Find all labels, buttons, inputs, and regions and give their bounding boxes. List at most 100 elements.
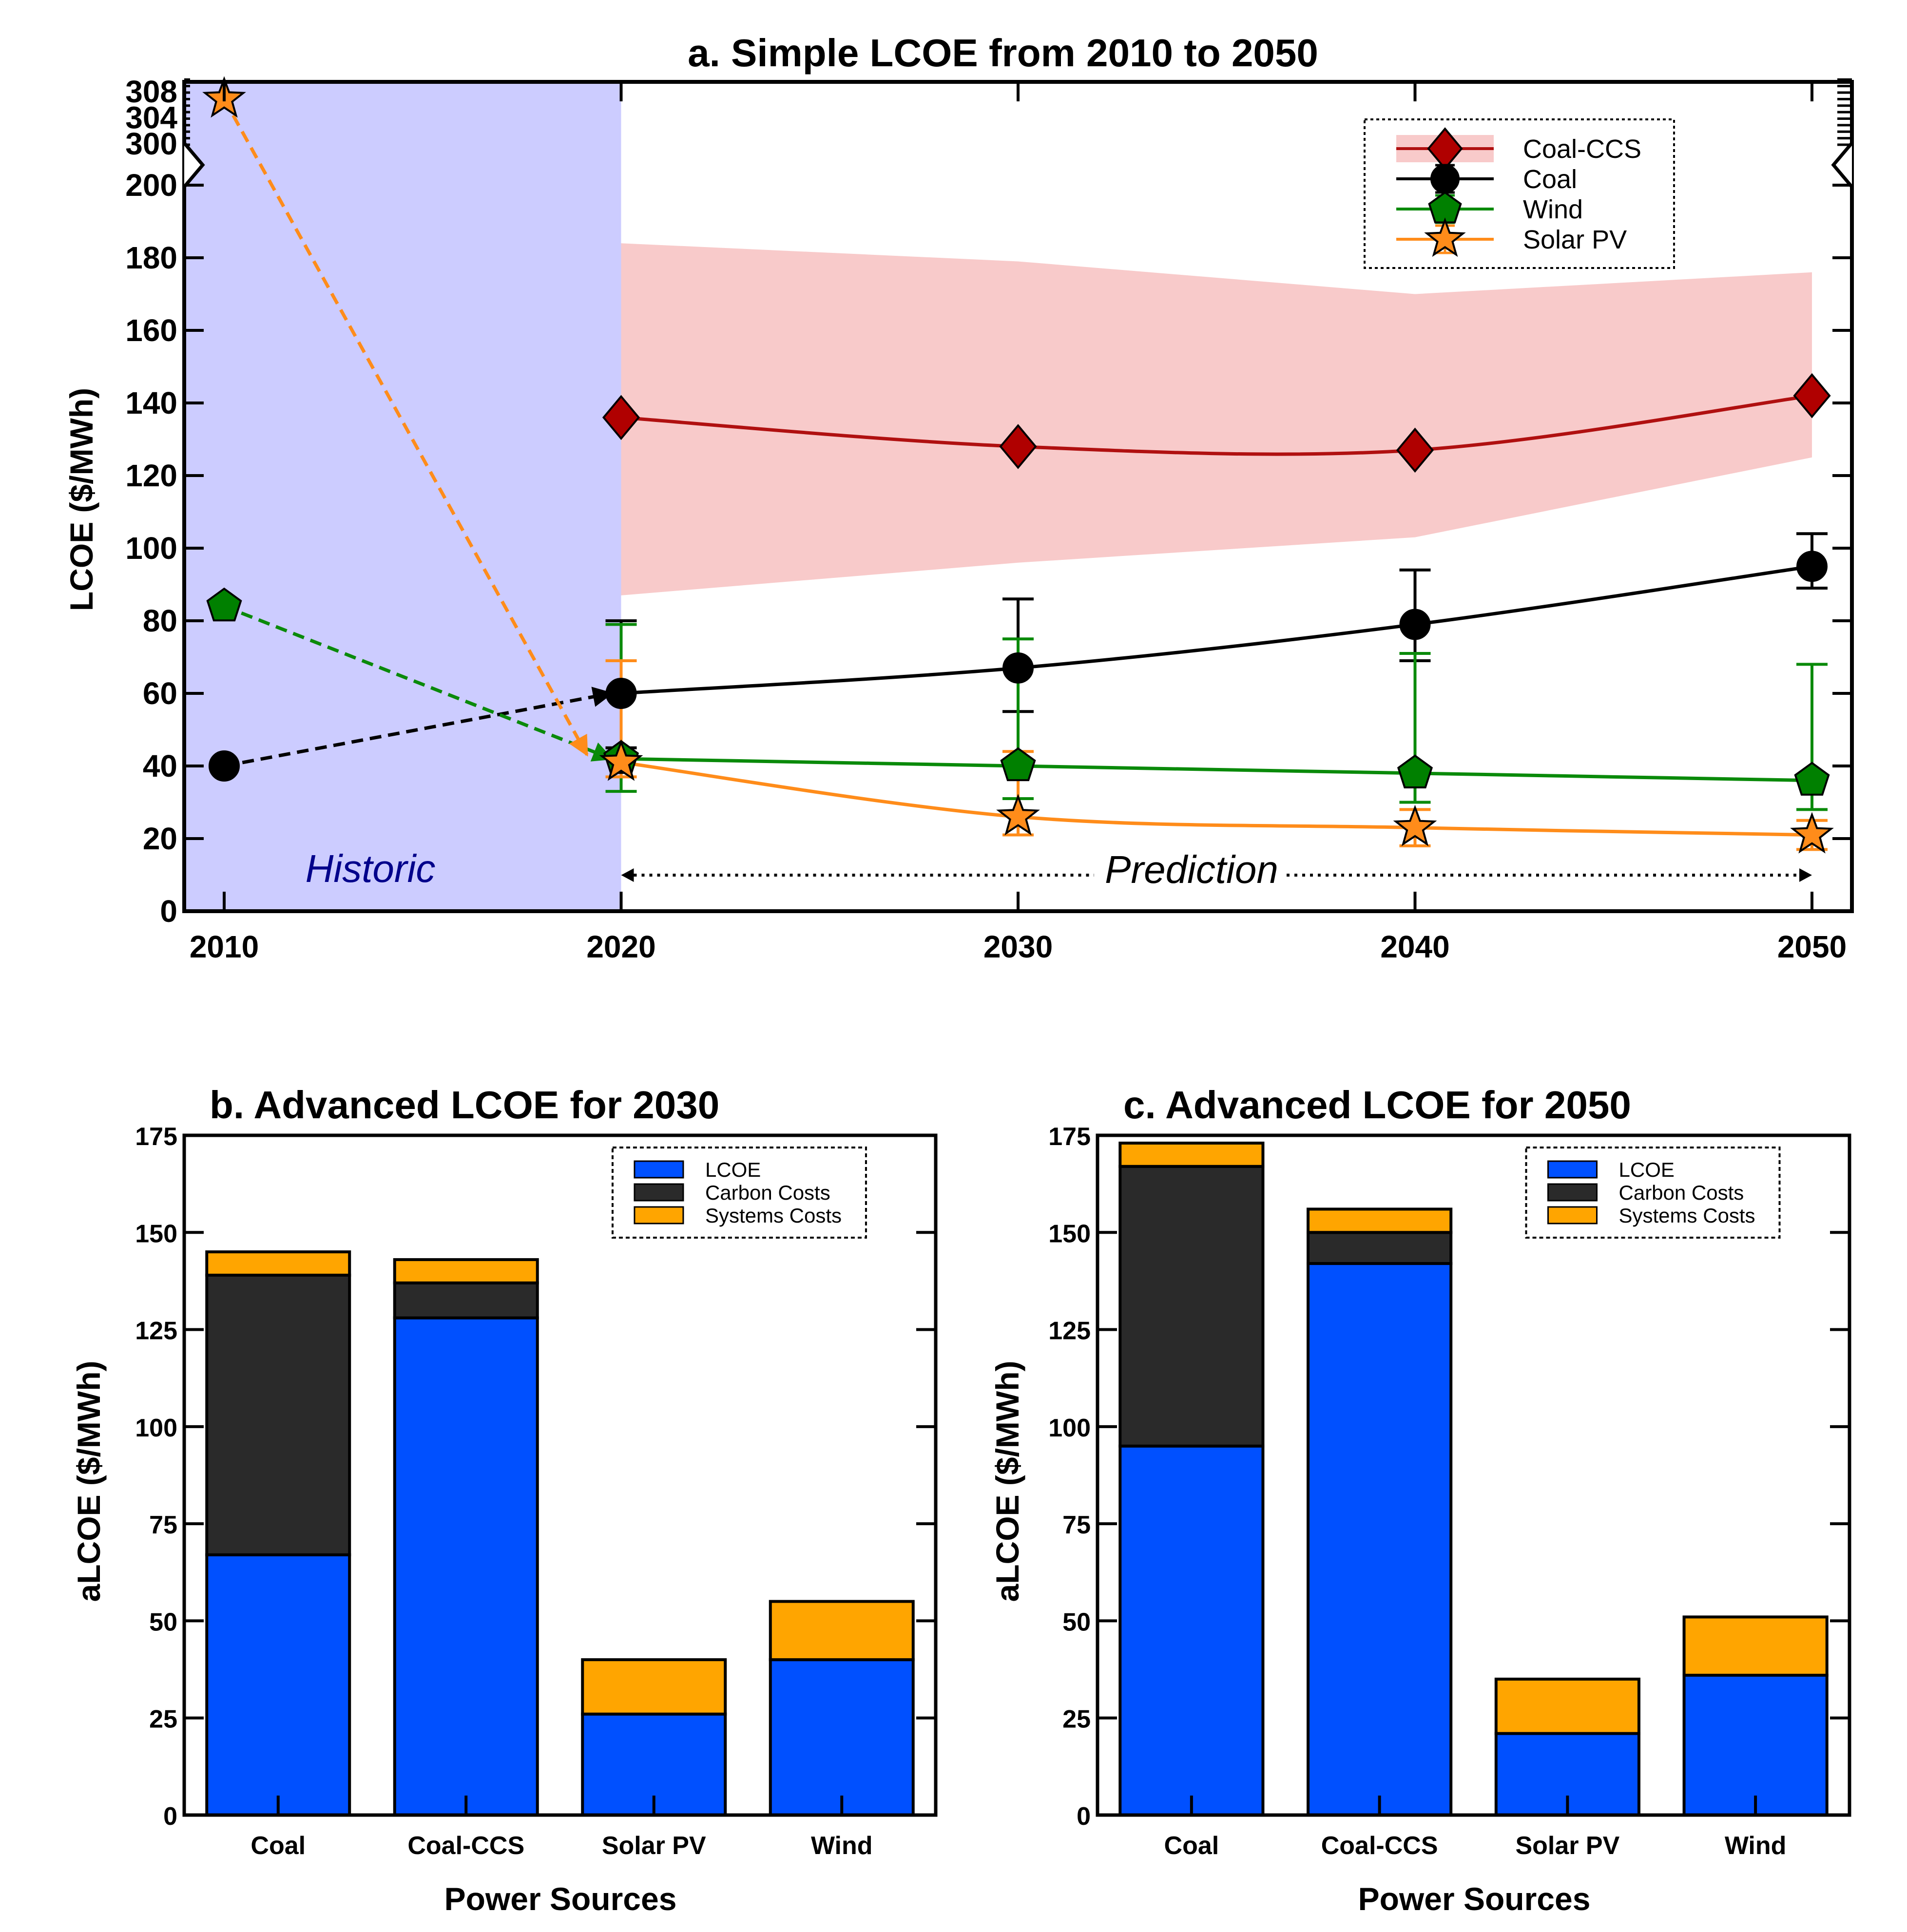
wind-historic-trend: [223, 604, 614, 762]
y-tick-label-100: 100: [135, 1414, 177, 1442]
legend-swatch-systems-costs: [1547, 1206, 1598, 1224]
x-tick-label-coal-ccs: Coal-CCS: [407, 1832, 524, 1860]
solar-pv-point-2040: [1393, 804, 1437, 846]
bar-coal-ccs-lcoe: [393, 1316, 539, 1817]
x-tick-label-wind: Wind: [811, 1832, 873, 1860]
coal-ccs-point-2040: [1396, 427, 1434, 473]
legend-label-carbon-costs: Carbon Costs: [705, 1181, 830, 1204]
solar-pv-point-2050: [1790, 812, 1834, 854]
coal-historic-trend: [224, 687, 614, 768]
y-tick-label-140: 140: [125, 385, 177, 421]
y-tick-label-125: 125: [1048, 1317, 1091, 1345]
coal-point-2030: [1002, 652, 1034, 684]
solar-pv-historic-trend: [222, 98, 589, 757]
coal-ccs-point-2020: [602, 395, 640, 440]
bar-coal-ccs-systems-costs: [1307, 1207, 1453, 1234]
bar-coal-carbon-costs: [205, 1273, 351, 1556]
legend-label-solar-pv: Solar PV: [1523, 225, 1627, 254]
y-tick-label-200: 200: [125, 168, 177, 203]
legend-label-carbon-costs: Carbon Costs: [1619, 1181, 1744, 1204]
legend-marker-solar-pv: [1424, 217, 1466, 257]
panel-c-x-axis-label: Power Sources: [1358, 1881, 1591, 1917]
panel-b-bar-chart: b. Advanced LCOE for 2030 aLCOE ($/MWh) …: [71, 1083, 938, 1917]
panel-a-title: a. Simple LCOE from 2010 to 2050: [688, 31, 1318, 75]
x-tick-label-coal: Coal: [1164, 1832, 1219, 1860]
y-tick-label-175: 175: [1048, 1123, 1091, 1151]
x-tick-label-solar-pv: Solar PV: [602, 1832, 706, 1860]
coal-line: [621, 564, 1812, 695]
coal-point-2020: [605, 678, 637, 709]
wind-point-2040: [1397, 754, 1433, 788]
y-tick-label-75: 75: [149, 1511, 177, 1539]
wind-line: [621, 757, 1812, 783]
coal-ccs-line: [621, 394, 1812, 456]
y-tick-label-75: 75: [1062, 1511, 1091, 1539]
solar-pv-point-2030: [996, 794, 1040, 836]
bar-coal-carbon-costs: [1118, 1165, 1265, 1448]
plot-frame: [182, 1133, 938, 1817]
y-tick-label-40: 40: [143, 748, 177, 784]
bar-coal-ccs-systems-costs: [393, 1258, 539, 1284]
legend-label-lcoe: LCOE: [705, 1158, 761, 1181]
x-tick-label-2050: 2050: [1777, 929, 1847, 964]
wind-point-2010: [206, 587, 242, 622]
panel-a-y-axis-label: LCOE ($/MWh): [63, 388, 99, 611]
y-tick-label-20: 20: [143, 821, 177, 856]
x-tick-label-solar-pv: Solar PV: [1515, 1832, 1619, 1860]
y-tick-label-80: 80: [143, 603, 177, 638]
solar-pv-line: [621, 761, 1812, 837]
x-tick-label-coal-ccs: Coal-CCS: [1321, 1832, 1438, 1860]
bar-coal-lcoe: [205, 1553, 351, 1817]
bar-solar-pv-systems-costs: [581, 1658, 727, 1716]
x-tick-label-2040: 2040: [1380, 929, 1449, 964]
y-tick-label-150: 150: [135, 1220, 177, 1248]
legend-swatch-carbon-costs: [634, 1183, 684, 1202]
bar-coal-ccs-carbon-costs: [1307, 1231, 1453, 1265]
axis-break-right: [1831, 142, 1853, 188]
x-tick-label-2020: 2020: [586, 929, 655, 964]
legend-label-lcoe: LCOE: [1619, 1158, 1675, 1181]
legend-swatch-carbon-costs: [1547, 1183, 1598, 1202]
y-tick-label-175: 175: [135, 1123, 177, 1151]
prediction-label: Prediction: [1105, 848, 1278, 891]
panel-c-y-axis-label: aLCOE ($/MWh): [989, 1361, 1025, 1602]
panel-c-title: c. Advanced LCOE for 2050: [1123, 1083, 1631, 1127]
coal-ccs-uncertainty-band: [621, 243, 1812, 595]
y-tick-label-50: 50: [1062, 1608, 1091, 1636]
legend-swatch-lcoe: [634, 1160, 684, 1179]
y-tick-label-60: 60: [143, 676, 177, 711]
bar-coal-systems-costs: [1118, 1141, 1265, 1168]
x-tick-label-2030: 2030: [983, 929, 1053, 964]
y-tick-label-150: 150: [1048, 1220, 1091, 1248]
legend-swatch-lcoe: [1547, 1160, 1598, 1179]
y-tick-label-0: 0: [163, 1802, 177, 1831]
historic-region: [184, 82, 621, 911]
y-tick-label-160: 160: [125, 313, 177, 348]
plot-frame: [1096, 1133, 1851, 1817]
wind-point-2050: [1794, 762, 1830, 796]
axis-break-left: [183, 142, 205, 188]
panel-c-bar-chart: c. Advanced LCOE for 2050 aLCOE ($/MWh) …: [989, 1083, 1851, 1917]
y-tick-label-180: 180: [125, 240, 177, 275]
legend-marker-coal: [1430, 164, 1460, 193]
panel-a-line-chart: a. Simple LCOE from 2010 to 2050 Histori…: [63, 31, 1854, 964]
y-tick-label-25: 25: [1062, 1705, 1091, 1734]
x-tick-label-coal: Coal: [250, 1832, 306, 1860]
solar-pv-point-2020: [599, 739, 643, 781]
wind-point-2030: [1000, 747, 1036, 782]
legend-swatch-systems-costs: [634, 1206, 684, 1224]
legend-label-coal: Coal: [1523, 165, 1577, 194]
y-tick-label-50: 50: [149, 1608, 177, 1636]
historic-label: Historic: [306, 847, 436, 890]
bar-solar-pv-systems-costs: [1494, 1678, 1640, 1735]
y-tick-label-304: 304: [125, 100, 177, 135]
legend-label-systems-costs: Systems Costs: [705, 1204, 842, 1227]
legend-label-wind: Wind: [1523, 195, 1583, 224]
prediction-arrowhead-left: [621, 868, 634, 882]
y-tick-label-300: 300: [125, 126, 177, 161]
y-tick-label-308: 308: [125, 74, 177, 109]
bar-coal-lcoe: [1118, 1444, 1265, 1817]
y-tick-label-0: 0: [1077, 1802, 1091, 1831]
